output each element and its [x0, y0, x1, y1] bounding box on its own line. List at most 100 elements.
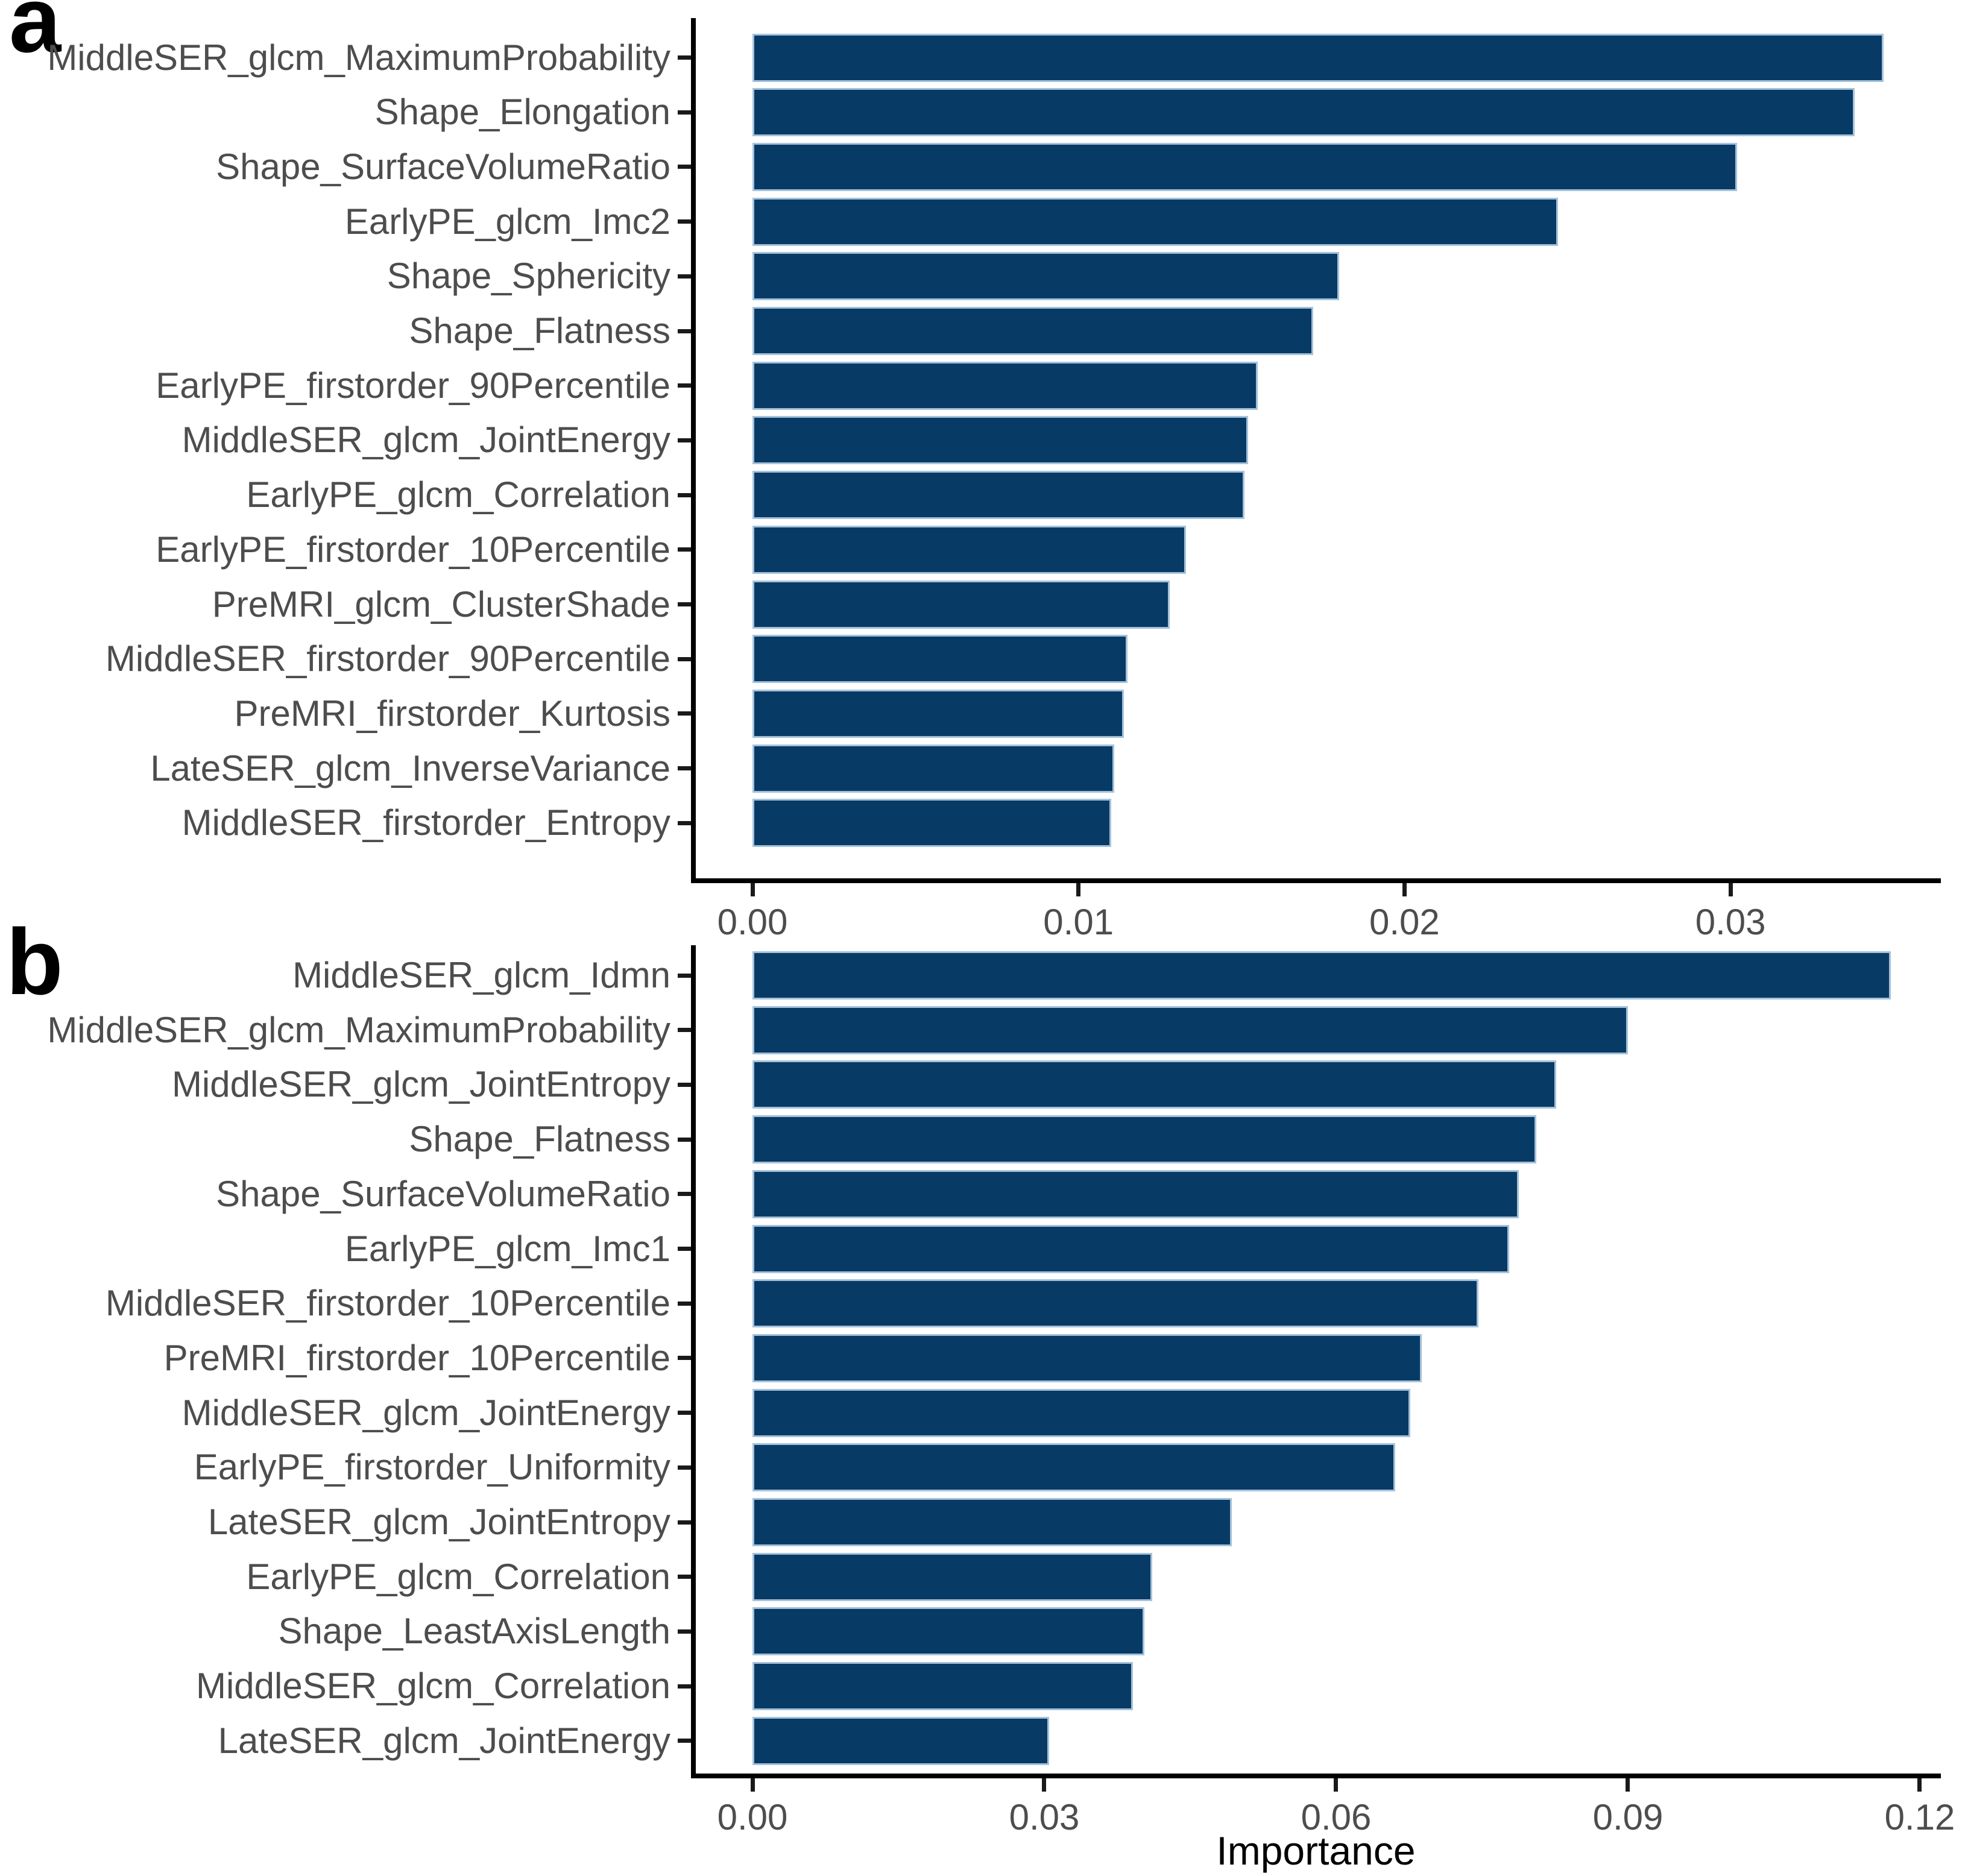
y-axis-tick	[678, 274, 691, 279]
bar-Shape_Sphericity	[752, 252, 1339, 301]
bar-LateSER_glcm_JointEnergy	[752, 1716, 1049, 1765]
bar-EarlyPE_firstorder_10Percentile	[752, 525, 1186, 574]
y-axis-tick	[678, 493, 691, 497]
bar-LateSER_glcm_JointEntropy	[752, 1498, 1232, 1546]
x-axis-tick	[1917, 1778, 1922, 1792]
x-axis-tick-label: 0.09	[1592, 1797, 1664, 1837]
bar-Shape_Flatness	[752, 307, 1313, 355]
bar-EarlyPE_firstorder_90Percentile	[752, 361, 1258, 410]
y-axis-label: MiddleSER_glcm_Idmn	[292, 955, 670, 995]
bar-Shape_SurfaceVolumeRatio	[752, 142, 1737, 191]
y-axis-tick	[678, 219, 691, 224]
x-axis-line	[691, 878, 1941, 883]
y-axis-line	[691, 18, 696, 883]
bar-PreMRI_firstorder_Kurtosis	[752, 689, 1124, 738]
y-axis-label: MiddleSER_glcm_MaximumProbability	[47, 37, 670, 78]
bar-MiddleSER_glcm_MaximumProbability	[752, 1006, 1628, 1054]
y-axis-label: PreMRI_glcm_ClusterShade	[212, 584, 670, 625]
y-axis-label: Shape_Flatness	[409, 310, 670, 351]
y-axis-label: EarlyPE_firstorder_10Percentile	[156, 529, 670, 570]
y-axis-tick	[678, 1411, 691, 1415]
bar-PreMRI_firstorder_10Percentile	[752, 1333, 1422, 1382]
y-axis-label: MiddleSER_firstorder_90Percentile	[105, 638, 670, 679]
bar-PreMRI_glcm_ClusterShade	[752, 580, 1170, 629]
bar-EarlyPE_glcm_Imc2	[752, 197, 1558, 246]
x-axis-tick	[1334, 1778, 1339, 1792]
y-axis-label: LateSER_glcm_JointEnergy	[218, 1720, 670, 1761]
x-axis-tick	[1076, 883, 1081, 896]
x-axis-title: Importance	[1216, 1828, 1416, 1873]
bar-MiddleSER_glcm_JointEnergy	[752, 416, 1248, 465]
y-axis-label: Shape_SurfaceVolumeRatio	[216, 1173, 670, 1214]
bar-EarlyPE_glcm_Correlation	[752, 471, 1244, 520]
y-axis-tick	[678, 820, 691, 825]
bar-MiddleSER_glcm_JointEnergy	[752, 1388, 1410, 1437]
y-axis-label: Shape_Elongation	[374, 92, 670, 133]
y-axis-tick	[678, 1356, 691, 1361]
y-axis-tick	[678, 383, 691, 388]
y-axis-label: Shape_Flatness	[409, 1119, 670, 1160]
y-axis-label: MiddleSER_firstorder_Entropy	[181, 802, 670, 843]
x-axis-tick	[1042, 1778, 1047, 1792]
y-axis-label: MiddleSER_glcm_JointEnergy	[181, 420, 670, 461]
bar-MiddleSER_glcm_Idmn	[752, 951, 1891, 999]
y-axis-tick	[678, 1082, 691, 1087]
x-axis-tick-label: 0.06	[1301, 1797, 1372, 1837]
y-axis-label: EarlyPE_glcm_Correlation	[246, 474, 670, 515]
bar-Shape_SurfaceVolumeRatio	[752, 1169, 1519, 1218]
y-axis-tick	[678, 602, 691, 606]
y-axis-tick	[678, 1465, 691, 1470]
y-axis-label: EarlyPE_firstorder_90Percentile	[156, 365, 670, 406]
x-axis-tick-label: 0.03	[1009, 1797, 1080, 1837]
bar-Shape_Flatness	[752, 1115, 1536, 1164]
y-axis-tick	[678, 1684, 691, 1689]
y-axis-tick	[678, 1247, 691, 1251]
y-axis-tick	[678, 1629, 691, 1634]
x-axis-tick-label: 0.02	[1369, 902, 1440, 942]
x-axis-tick-label: 0.03	[1695, 902, 1766, 942]
y-axis-label: EarlyPE_glcm_Imc1	[344, 1228, 670, 1269]
x-axis-tick-label: 0.00	[717, 1797, 788, 1837]
bar-MiddleSER_glcm_JointEntropy	[752, 1060, 1556, 1109]
bar-EarlyPE_firstorder_Uniformity	[752, 1443, 1395, 1492]
panel-b-letter: b	[6, 910, 63, 1014]
x-axis-tick	[750, 1778, 755, 1792]
y-axis-label: EarlyPE_firstorder_Uniformity	[194, 1447, 670, 1488]
x-axis-tick-label: 0.00	[717, 902, 788, 942]
y-axis-tick	[678, 110, 691, 115]
y-axis-tick	[678, 1028, 691, 1033]
x-axis-tick	[1728, 883, 1733, 896]
y-axis-line	[691, 945, 696, 1778]
y-axis-label: EarlyPE_glcm_Imc2	[344, 201, 670, 242]
y-axis-tick	[678, 55, 691, 60]
y-axis-tick	[678, 766, 691, 771]
y-axis-tick	[678, 329, 691, 333]
bar-EarlyPE_glcm_Correlation	[752, 1552, 1152, 1601]
y-axis-tick	[678, 165, 691, 169]
y-axis-tick	[678, 1520, 691, 1525]
bar-MiddleSER_firstorder_Entropy	[752, 799, 1111, 848]
x-axis-tick-label: 0.01	[1043, 902, 1114, 942]
x-axis-tick	[1626, 1778, 1630, 1792]
y-axis-tick	[678, 973, 691, 978]
y-axis-label: Shape_LeastAxisLength	[278, 1611, 670, 1652]
y-axis-tick	[678, 547, 691, 552]
bar-Shape_LeastAxisLength	[752, 1607, 1144, 1656]
y-axis-label: Shape_Sphericity	[386, 256, 670, 297]
y-axis-tick	[678, 1192, 691, 1197]
y-axis-tick	[678, 1739, 691, 1743]
y-axis-label: MiddleSER_firstorder_10Percentile	[105, 1283, 670, 1324]
x-axis-tick	[750, 883, 755, 896]
bar-MiddleSER_glcm_MaximumProbability	[752, 33, 1884, 82]
y-axis-tick	[678, 1137, 691, 1142]
y-axis-tick	[678, 656, 691, 661]
x-axis-tick-label: 0.12	[1884, 1797, 1955, 1837]
y-axis-tick	[678, 711, 691, 716]
bar-MiddleSER_glcm_Correlation	[752, 1662, 1133, 1711]
y-axis-tick	[678, 1575, 691, 1579]
y-axis-label: LateSER_glcm_JointEntropy	[207, 1502, 670, 1542]
panel-a-letter: a	[9, 0, 62, 72]
y-axis-label: MiddleSER_glcm_MaximumProbability	[47, 1009, 670, 1050]
